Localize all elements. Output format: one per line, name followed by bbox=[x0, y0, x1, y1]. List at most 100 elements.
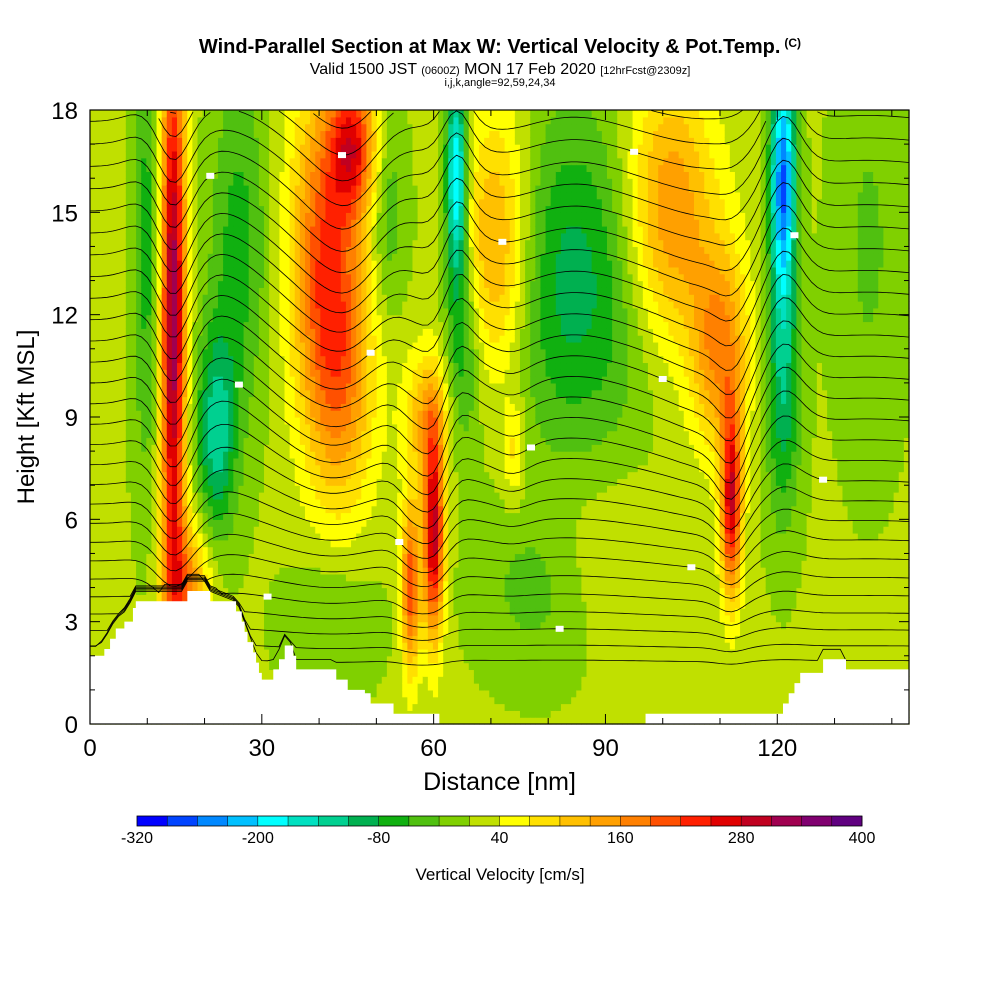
field-cell bbox=[315, 253, 321, 261]
field-cell bbox=[253, 621, 260, 630]
field-cell bbox=[345, 130, 352, 138]
field-cell bbox=[284, 341, 291, 350]
field-cell bbox=[197, 362, 204, 370]
field-cell bbox=[330, 608, 337, 616]
field-cell bbox=[105, 123, 112, 132]
field-cell bbox=[136, 219, 142, 227]
field-cell bbox=[325, 205, 332, 213]
field-cell bbox=[110, 376, 117, 384]
field-cell bbox=[202, 369, 209, 377]
field-cell bbox=[294, 355, 301, 364]
field-cell bbox=[330, 157, 337, 166]
field-cell bbox=[340, 539, 347, 548]
field-cell bbox=[361, 683, 368, 691]
field-cell bbox=[320, 253, 327, 261]
field-cell bbox=[274, 642, 280, 650]
field-cell bbox=[125, 123, 132, 132]
field-cell bbox=[361, 662, 368, 671]
field-cell bbox=[269, 314, 275, 323]
field-cell bbox=[294, 110, 301, 118]
field-cell bbox=[264, 123, 270, 132]
field-cell bbox=[253, 348, 260, 357]
field-cell bbox=[238, 485, 245, 493]
field-cell bbox=[340, 246, 347, 254]
field-cell bbox=[223, 212, 229, 220]
field-cell bbox=[207, 464, 214, 473]
field-cell bbox=[238, 144, 245, 152]
field-cell bbox=[335, 444, 342, 452]
field-cell bbox=[351, 321, 357, 329]
field-cell bbox=[228, 396, 234, 404]
field-cell bbox=[304, 642, 311, 650]
field-cell bbox=[284, 294, 291, 302]
field-cell bbox=[284, 239, 291, 248]
field-cell bbox=[366, 512, 373, 520]
field-cell bbox=[264, 198, 270, 207]
field-cell bbox=[351, 157, 357, 166]
field-cell bbox=[161, 573, 168, 582]
field-cell bbox=[171, 594, 178, 602]
field-cell bbox=[335, 164, 342, 172]
field-cell bbox=[228, 232, 234, 241]
field-cell bbox=[233, 212, 240, 220]
field-cell bbox=[345, 580, 352, 589]
field-cell bbox=[105, 437, 112, 445]
field-cell bbox=[371, 519, 378, 527]
field-cell bbox=[223, 246, 229, 254]
field-cell bbox=[207, 335, 214, 343]
field-cell bbox=[351, 492, 357, 500]
field-cell bbox=[330, 185, 337, 193]
field-cell bbox=[223, 198, 229, 207]
field-cell bbox=[207, 253, 214, 261]
field-cell bbox=[212, 260, 219, 268]
field-cell bbox=[351, 648, 357, 657]
field-cell bbox=[161, 130, 168, 138]
field-cell bbox=[182, 532, 188, 541]
field-cell bbox=[294, 417, 301, 425]
field-cell bbox=[243, 580, 250, 589]
field-cell bbox=[325, 280, 332, 288]
field-cell bbox=[253, 608, 260, 616]
field-cell bbox=[248, 430, 255, 439]
field-cell bbox=[294, 451, 301, 459]
field-cell bbox=[351, 191, 357, 200]
field-cell bbox=[351, 205, 357, 213]
field-cell bbox=[217, 519, 224, 527]
field-cell bbox=[340, 437, 347, 445]
field-cell bbox=[264, 116, 270, 125]
field-cell bbox=[141, 171, 147, 179]
field-cell bbox=[294, 225, 301, 234]
field-cell bbox=[212, 157, 219, 166]
field-cell bbox=[125, 505, 132, 514]
field-cell bbox=[207, 382, 214, 391]
field-cell bbox=[299, 532, 306, 541]
field-cell bbox=[335, 451, 342, 459]
field-cell bbox=[100, 314, 106, 323]
field-cell bbox=[371, 608, 378, 616]
field-cell bbox=[258, 608, 265, 616]
field-cell bbox=[171, 348, 178, 357]
field-cell bbox=[171, 130, 178, 138]
field-cell bbox=[192, 219, 199, 227]
field-cell bbox=[310, 635, 316, 643]
field-cell bbox=[310, 348, 316, 357]
field-cell bbox=[279, 403, 286, 411]
field-cell bbox=[294, 396, 301, 404]
field-cell bbox=[361, 185, 368, 193]
field-cell bbox=[330, 410, 337, 418]
field-cell bbox=[217, 376, 224, 384]
field-cell bbox=[294, 273, 301, 282]
field-cell bbox=[105, 498, 112, 507]
field-cell bbox=[228, 492, 234, 500]
field-cell bbox=[182, 437, 188, 445]
field-cell bbox=[330, 232, 337, 241]
field-cell bbox=[182, 519, 188, 527]
field-cell bbox=[253, 260, 260, 268]
field-cell bbox=[289, 198, 296, 207]
field-cell bbox=[187, 137, 193, 145]
field-cell bbox=[156, 191, 163, 200]
field-cell bbox=[141, 198, 147, 207]
field-cell bbox=[289, 314, 296, 323]
field-cell bbox=[233, 198, 240, 207]
field-cell bbox=[120, 287, 127, 295]
